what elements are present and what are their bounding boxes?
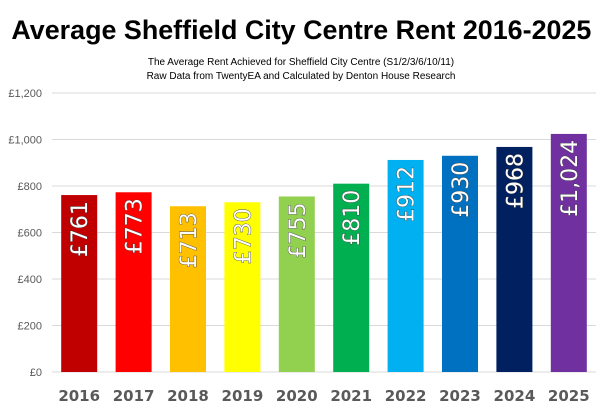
y-tick-label: £800 (18, 181, 42, 193)
y-tick-label: £600 (18, 228, 42, 240)
x-tick-label: 2025 (548, 387, 590, 405)
data-label: £773 (123, 198, 148, 254)
y-tick-label: £1,000 (8, 135, 42, 147)
data-label: £810 (340, 190, 365, 246)
data-label: £968 (503, 153, 528, 209)
x-tick-label: 2019 (222, 387, 264, 405)
y-tick-label: £0 (30, 367, 42, 379)
chart-title-text: Average Sheffield City Centre Rent 2016-… (10, 15, 591, 45)
chart-subtitle-1: The Average Rent Achieved for Sheffield … (147, 57, 455, 68)
x-tick-label: 2022 (385, 387, 427, 405)
chart-title: Average Sheffield City Centre Rent 2016-… (0, 14, 602, 46)
x-tick-label: 2018 (167, 387, 209, 405)
data-label: £713 (177, 212, 202, 268)
x-tick-label: 2024 (494, 387, 536, 405)
bar-2024 (496, 146, 533, 372)
data-label: £1,024 (558, 140, 583, 217)
chart-subtitle-2: Raw Data from TwentyEA and Calculated by… (146, 71, 456, 82)
bar-2022 (387, 159, 424, 372)
bar-2021 (333, 183, 370, 372)
x-tick-label: 2020 (276, 387, 318, 405)
data-label: £930 (449, 162, 474, 218)
data-label: £912 (395, 166, 420, 222)
bar-2016 (61, 195, 98, 372)
bar-2019 (224, 202, 261, 372)
x-tick-label: 2016 (58, 387, 100, 405)
y-tick-label: £400 (18, 274, 42, 286)
x-tick-label: 2023 (439, 387, 481, 405)
y-tick-label: £200 (18, 321, 42, 333)
x-tick-label: 2021 (330, 387, 372, 405)
data-label: £730 (231, 208, 256, 264)
bar-2020 (278, 196, 315, 372)
bar-2018 (170, 206, 206, 372)
bar-2017 (115, 192, 152, 372)
data-label: £761 (68, 201, 93, 257)
bar-2025 (550, 133, 587, 372)
data-label: £755 (286, 202, 311, 258)
x-tick-label: 2017 (113, 387, 155, 405)
y-tick-label: £1,200 (8, 88, 42, 100)
bar-2023 (442, 155, 478, 372)
